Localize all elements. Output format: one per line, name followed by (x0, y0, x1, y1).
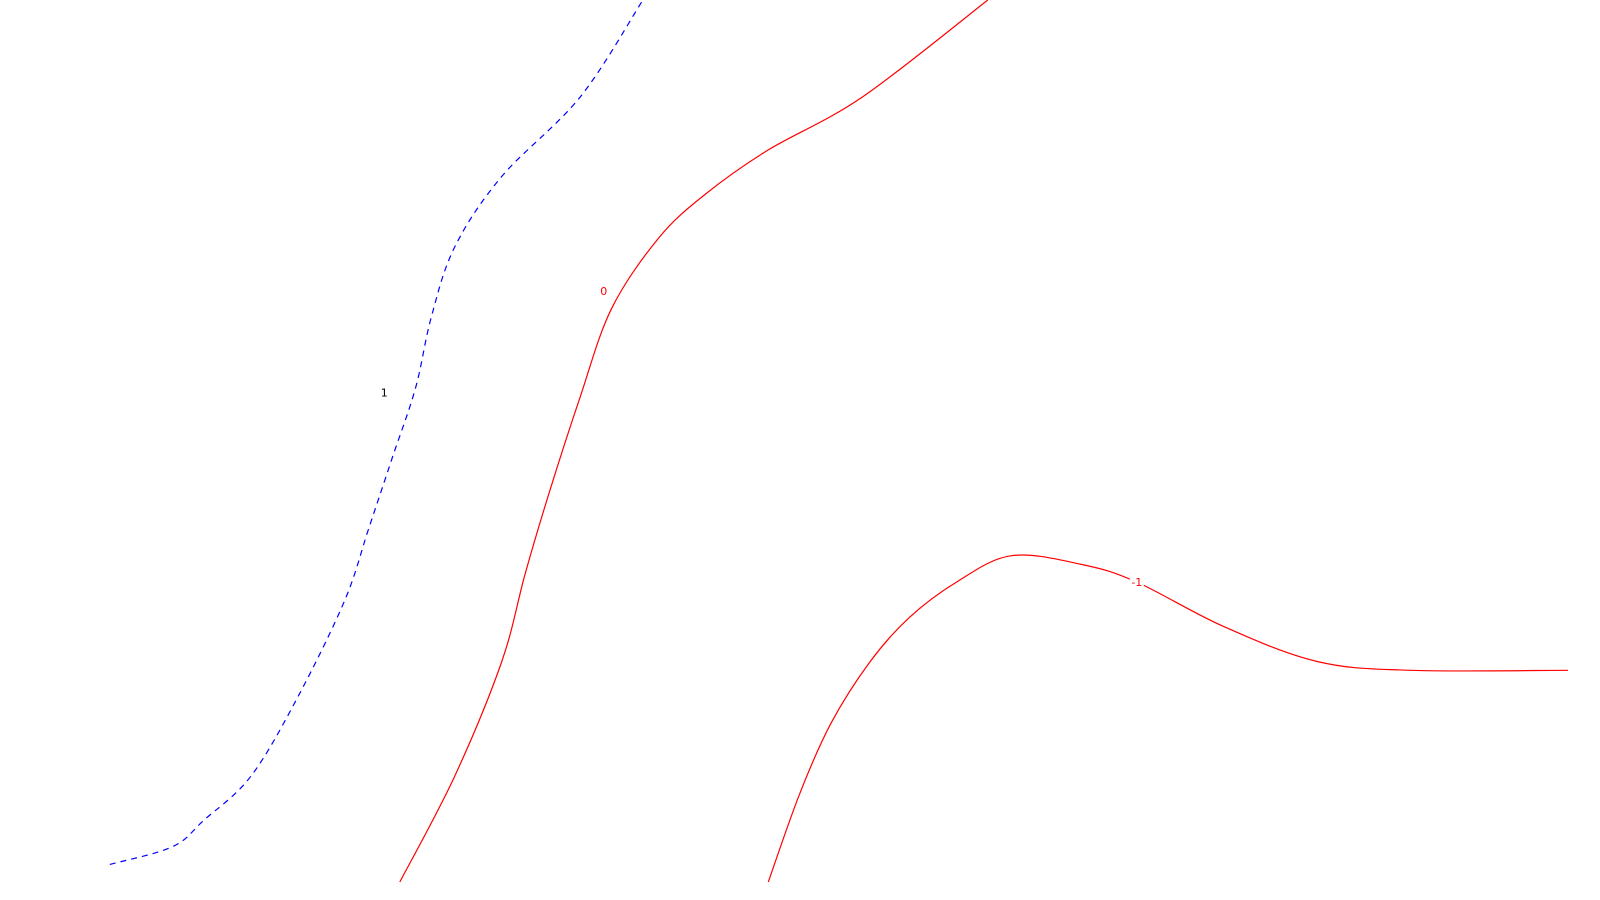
contour-line-1 (399, 0, 989, 883)
contour-lines (109, 0, 1569, 883)
contour-label-0: 1 (381, 387, 388, 400)
contour-line-0 (109, 0, 644, 865)
contour-label-1: 0 (600, 285, 607, 298)
contour-label-bg-2 (1129, 575, 1144, 589)
contour-label-bg-1 (596, 284, 611, 298)
contour-label-2: -1 (1131, 576, 1142, 589)
contour-labels: 1 0 -1 (377, 284, 1144, 589)
contour-label-bg-0 (377, 385, 392, 399)
contour-line-2 (767, 554, 1569, 883)
